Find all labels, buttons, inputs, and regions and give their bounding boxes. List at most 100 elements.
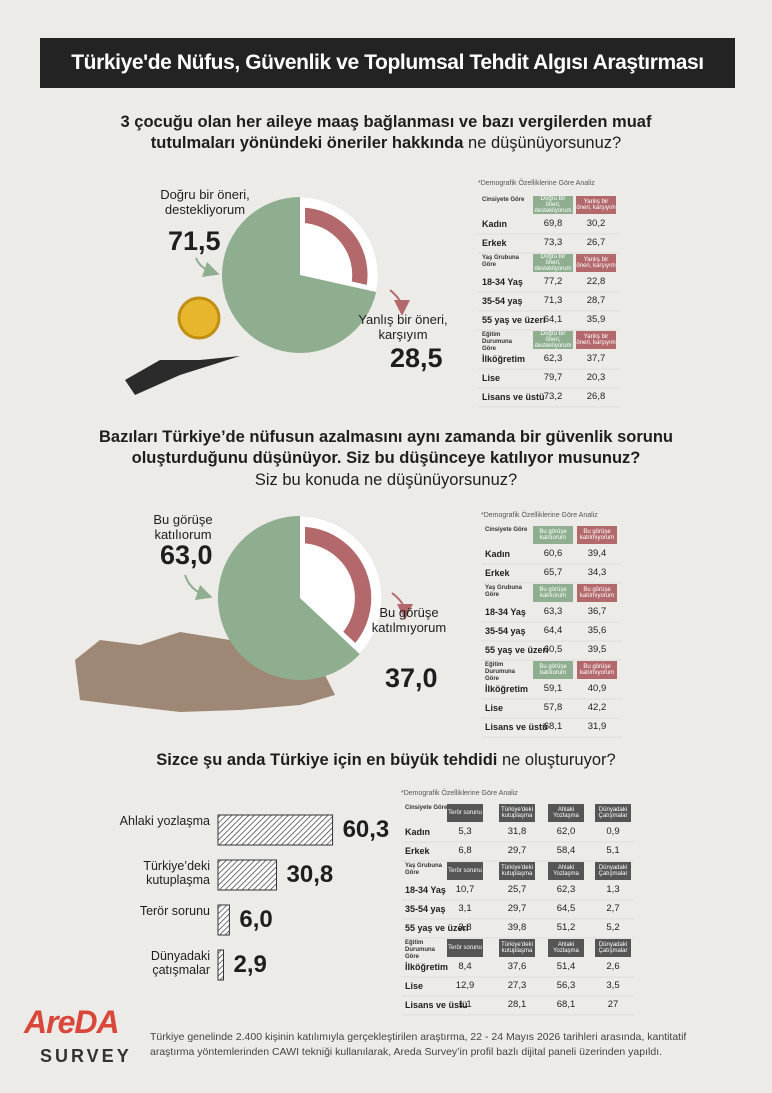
question-text: 3 çocuğu olan her aileye maaş bağlanması… bbox=[120, 113, 652, 153]
coin-icon bbox=[177, 296, 221, 340]
column-header: Terör sorunu bbox=[448, 868, 482, 874]
cell-value: 29,7 bbox=[507, 903, 527, 914]
page-title: Türkiye'de Nüfus, Güvenlik ve Toplumsal … bbox=[71, 51, 704, 74]
cell-value: 35,6 bbox=[587, 625, 607, 636]
column-badge bbox=[533, 526, 573, 544]
column-badge bbox=[447, 939, 483, 957]
row-label: Lise bbox=[405, 981, 424, 991]
bar-value: 2,9 bbox=[233, 951, 267, 978]
row-label: Lisans ve üstü bbox=[405, 1000, 468, 1010]
cell-value: 51,2 bbox=[556, 922, 576, 933]
bar bbox=[217, 859, 278, 891]
cell-value: 37,6 bbox=[507, 961, 527, 972]
question: Bazıları Türkiye’de nüfusun azalmasını a… bbox=[96, 427, 676, 491]
cell-value: 39,5 bbox=[587, 644, 607, 655]
cell-value: 62,3 bbox=[543, 353, 563, 364]
cell-value: 62,3 bbox=[556, 884, 576, 895]
column-badge bbox=[577, 584, 617, 602]
cell-value: 3,8 bbox=[458, 922, 472, 933]
cell-value: 42,2 bbox=[587, 702, 607, 713]
column-badge bbox=[577, 526, 617, 544]
column-badge bbox=[548, 939, 584, 957]
column-badge bbox=[576, 254, 616, 272]
cell-value: 62,0 bbox=[556, 826, 576, 837]
cell-value: 31,8 bbox=[507, 826, 527, 837]
column-badge bbox=[499, 939, 535, 957]
cell-value: 3,1 bbox=[458, 903, 472, 914]
cell-value: 29,7 bbox=[507, 845, 527, 856]
cell-value: 64,4 bbox=[543, 625, 563, 636]
column-header: Dünyadaki Çatışmalar bbox=[598, 807, 628, 819]
cell-value: 77,2 bbox=[543, 276, 563, 287]
row-label: İlköğretim bbox=[485, 684, 529, 694]
row-label: 35-54 yaş bbox=[485, 626, 526, 636]
row-label: 55 yaş ve üzeri bbox=[482, 315, 546, 325]
question: Sizce şu anda Türkiye için en büyük tehd… bbox=[96, 750, 676, 771]
cell-value: 39,8 bbox=[507, 922, 527, 933]
cell-value: 71,3 bbox=[543, 295, 563, 306]
cell-value: 28,1 bbox=[507, 999, 527, 1010]
bar-value: 60,3 bbox=[342, 816, 390, 843]
column-header: Doğru bir öneri, destekliyorum bbox=[534, 331, 572, 349]
cell-value: 2,7 bbox=[606, 903, 620, 914]
cell-value: 20,3 bbox=[586, 372, 606, 383]
row-label: Erkek bbox=[405, 846, 430, 856]
column-header: Bu görüşe katılıorum bbox=[539, 529, 567, 541]
cell-value: 28,7 bbox=[586, 295, 606, 306]
row-label: 35-54 yaş bbox=[482, 296, 523, 306]
bar-label: Terör sorunu bbox=[139, 904, 210, 918]
cell-value: 1,1 bbox=[458, 999, 472, 1010]
slice-value: 63,0 bbox=[160, 540, 213, 570]
cell-value: 5,3 bbox=[458, 826, 472, 837]
cell-value: 5,2 bbox=[606, 922, 620, 933]
column-badge bbox=[533, 661, 573, 679]
group-label: Cinsiyete Göre bbox=[482, 197, 525, 203]
arrow bbox=[184, 574, 213, 601]
group-label: Cinsiyete Göre bbox=[485, 527, 528, 533]
slice-label: Bu görüşe katılmıyorum bbox=[371, 605, 447, 635]
column-badge bbox=[447, 862, 483, 880]
bar bbox=[217, 904, 230, 936]
column-header: Ahlaki Yozlaşma bbox=[553, 942, 579, 954]
pie-slice bbox=[222, 197, 377, 354]
row-label: Lisans ve üstü bbox=[485, 722, 548, 732]
bar-value: 30,8 bbox=[286, 861, 334, 888]
column-badge bbox=[548, 804, 584, 822]
cell-value: 36,7 bbox=[587, 606, 607, 617]
column-header: Doğru bir öneri, destekliyorum bbox=[534, 254, 572, 272]
column-badge bbox=[499, 862, 535, 880]
cell-value: 63,3 bbox=[543, 606, 563, 617]
question: 3 çocuğu olan her aileye maaş bağlanması… bbox=[96, 112, 676, 155]
cell-value: 60,6 bbox=[543, 548, 563, 559]
column-badge bbox=[595, 939, 631, 957]
row-label: 18-34 Yaş bbox=[482, 277, 523, 287]
bar-value: 6,0 bbox=[239, 906, 273, 933]
row-label: 18-34 Yaş bbox=[485, 607, 526, 617]
question-suffix: Siz bu konuda ne düşünüyorsunuz? bbox=[254, 470, 518, 489]
column-badge bbox=[499, 804, 535, 822]
row-label: Kadın bbox=[405, 827, 431, 837]
table-note: *Demografik Özelliklerine Göre Analiz bbox=[481, 512, 598, 519]
arrow bbox=[389, 289, 410, 316]
question-text: Bazıları Türkiye’de nüfusun azalmasını a… bbox=[99, 428, 673, 468]
column-badge bbox=[576, 331, 616, 349]
column-header: Türkiye'deki kutuplaşma bbox=[501, 807, 533, 819]
cell-value: 8,4 bbox=[458, 961, 472, 972]
column-header: Yanlış bir öneri, karşıyım bbox=[576, 257, 616, 269]
row-label: İlköğretim bbox=[405, 962, 449, 972]
column-badge bbox=[577, 661, 617, 679]
column-badge bbox=[533, 196, 573, 214]
slice-label: Doğru bir öneri, destekliyorum bbox=[160, 187, 250, 217]
group-label: Eğitim Durumuna Göre bbox=[482, 332, 512, 352]
cell-value: 64,1 bbox=[543, 314, 563, 325]
pie-slice bbox=[218, 516, 360, 680]
column-badge bbox=[533, 331, 573, 349]
column-header: Bu görüşe katılıorum bbox=[539, 664, 567, 676]
slice-value: 71,5 bbox=[168, 226, 221, 256]
column-badge bbox=[533, 584, 573, 602]
column-header: Türkiye'deki kutuplaşma bbox=[501, 865, 533, 877]
column-header: Terör sorunu bbox=[448, 945, 482, 951]
cell-value: 65,7 bbox=[543, 567, 563, 578]
row-label: Erkek bbox=[485, 568, 510, 578]
